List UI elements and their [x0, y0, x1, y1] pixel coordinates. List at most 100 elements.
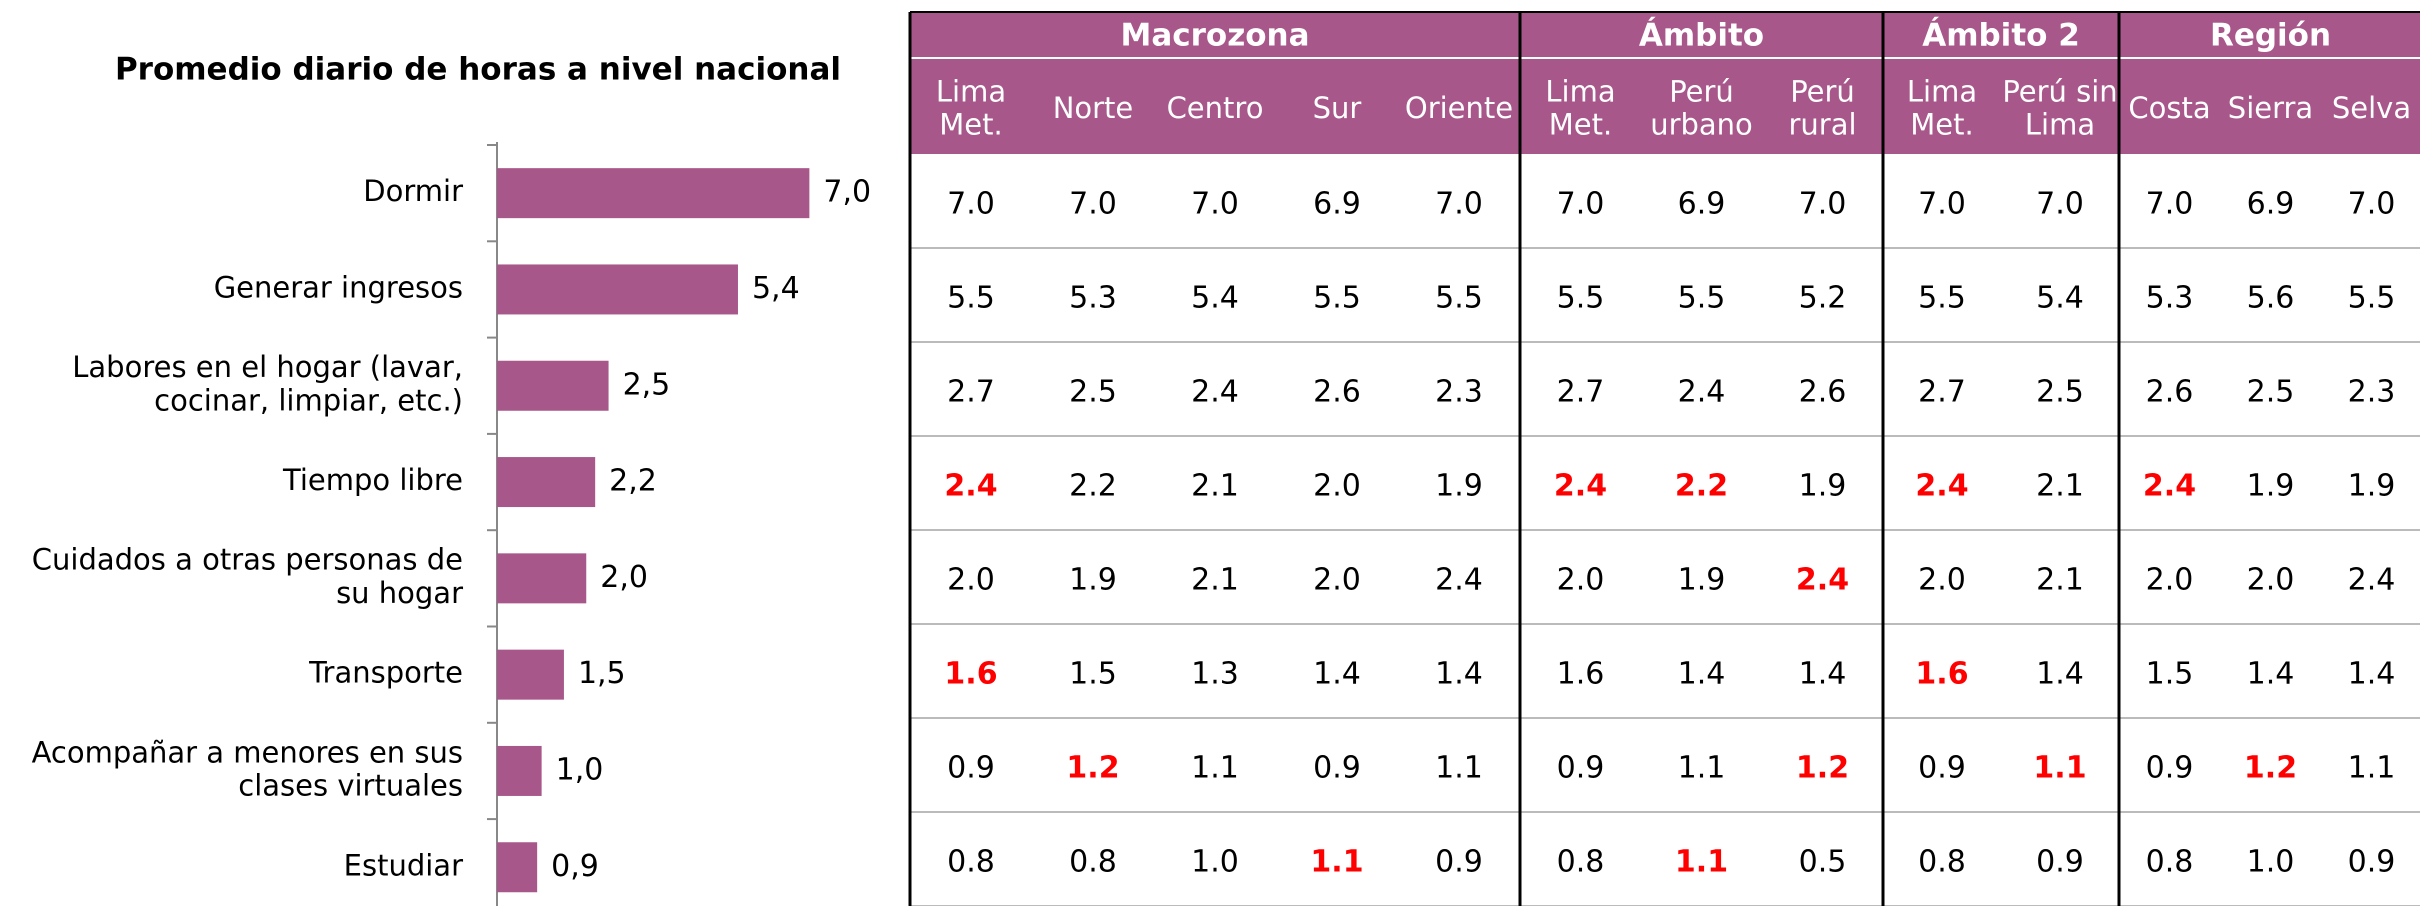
cell: 1.1	[2033, 751, 2086, 786]
cell: 2.4	[2143, 469, 2196, 504]
cell: 2.7	[1918, 375, 1966, 410]
cell: 7.0	[2146, 187, 2194, 222]
cell: 5.4	[2036, 281, 2084, 316]
column-header: Lima Met.	[1907, 74, 1977, 141]
cell: 2.3	[1435, 375, 1483, 410]
value-label: 2,2	[609, 464, 657, 499]
cell: 2.5	[2247, 375, 2295, 410]
bar	[497, 168, 810, 219]
cell: 1.0	[2247, 845, 2295, 880]
cell: 5.5	[2348, 281, 2396, 316]
category-label: Acompañar a menores en sus clases virtual…	[32, 735, 463, 802]
column-header: Perú rural	[1788, 74, 1856, 141]
cell: 0.8	[1069, 845, 1117, 880]
cell: 2.4	[1915, 469, 1968, 504]
cell: 2.4	[1678, 375, 1726, 410]
cell: 1.9	[1435, 469, 1483, 504]
cell: 1.1	[1435, 751, 1483, 786]
cell: 0.8	[947, 845, 995, 880]
cell: 1.6	[1915, 657, 1968, 692]
cell: 2.6	[1313, 375, 1361, 410]
cell: 1.4	[2247, 657, 2295, 692]
column-header: Perú urbano	[1650, 74, 1753, 141]
cell: 1.0	[1191, 845, 1239, 880]
bar	[497, 842, 538, 893]
cell: 1.3	[1191, 657, 1239, 692]
group-header: Ámbito	[1639, 18, 1764, 54]
value-label: 7,0	[823, 175, 871, 210]
value-label: 5,4	[752, 271, 800, 306]
group-header: Ámbito 2	[1922, 18, 2080, 54]
cell: 7.0	[2036, 187, 2084, 222]
cell: 7.0	[1557, 187, 1605, 222]
column-header: Sur	[1313, 91, 1362, 125]
cell: 1.1	[1310, 845, 1363, 880]
column-header: Lima Met.	[1545, 74, 1615, 141]
cell: 2.5	[2036, 375, 2084, 410]
category-label: Generar ingresos	[214, 270, 463, 304]
cell: 1.9	[1799, 469, 1847, 504]
cell: 2.6	[2146, 375, 2194, 410]
cell: 2.7	[1557, 375, 1605, 410]
cell: 1.2	[1066, 751, 1119, 786]
cell: 2.0	[1557, 563, 1605, 598]
bar	[497, 457, 596, 508]
cell: 5.5	[1557, 281, 1605, 316]
cell: 5.4	[1191, 281, 1239, 316]
cell: 0.9	[1557, 751, 1605, 786]
column-header: Perú sin Lima	[2002, 74, 2117, 141]
cell: 1.1	[2348, 751, 2396, 786]
cell: 0.8	[1557, 845, 1605, 880]
cell: 0.8	[1918, 845, 1966, 880]
column-header: Sierra	[2228, 91, 2313, 125]
cell: 0.9	[2036, 845, 2084, 880]
cell: 2.5	[1069, 375, 1117, 410]
cell: 2.1	[2036, 469, 2084, 504]
bar	[497, 649, 564, 700]
cell: 0.9	[2146, 751, 2194, 786]
cell: 1.4	[2348, 657, 2396, 692]
cell: 2.7	[947, 375, 995, 410]
cell: 1.9	[2247, 469, 2295, 504]
cell: 2.4	[1435, 563, 1483, 598]
cell: 7.0	[2348, 187, 2396, 222]
cell: 5.3	[1069, 281, 1117, 316]
cell: 2.0	[1918, 563, 1966, 598]
bar	[497, 360, 609, 411]
cell: 1.4	[1435, 657, 1483, 692]
cell: 1.1	[1191, 751, 1239, 786]
column-header: Centro	[1167, 91, 1264, 125]
cell: 1.6	[1557, 657, 1605, 692]
bar	[497, 264, 738, 315]
cell: 1.5	[1069, 657, 1117, 692]
cell: 1.4	[1799, 657, 1847, 692]
cell: 0.5	[1799, 845, 1847, 880]
column-header: Lima Met.	[936, 74, 1006, 141]
cell: 1.1	[1678, 751, 1726, 786]
value-label: 1,5	[578, 656, 626, 691]
cell: 5.2	[1799, 281, 1847, 316]
value-label: 0,9	[551, 849, 599, 884]
cell: 7.0	[1069, 187, 1117, 222]
category-label: Estudiar	[344, 848, 463, 882]
cell: 1.2	[2244, 751, 2297, 786]
column-header: Oriente	[1405, 91, 1513, 125]
cell: 0.8	[2146, 845, 2194, 880]
cell: 5.5	[1313, 281, 1361, 316]
group-header: Región	[2210, 18, 2331, 54]
cell: 5.3	[2146, 281, 2194, 316]
cell: 6.9	[1678, 187, 1726, 222]
cell: 2.0	[947, 563, 995, 598]
cell: 0.9	[947, 751, 995, 786]
cell: 2.4	[2348, 563, 2396, 598]
cell: 2.3	[2348, 375, 2396, 410]
header-background	[910, 12, 2420, 154]
cell: 1.4	[1313, 657, 1361, 692]
cell: 7.0	[1191, 187, 1239, 222]
cell: 2.4	[944, 469, 997, 504]
cell: 2.1	[1191, 469, 1239, 504]
cell: 2.1	[2036, 563, 2084, 598]
cell: 1.6	[944, 657, 997, 692]
bar	[497, 745, 542, 796]
